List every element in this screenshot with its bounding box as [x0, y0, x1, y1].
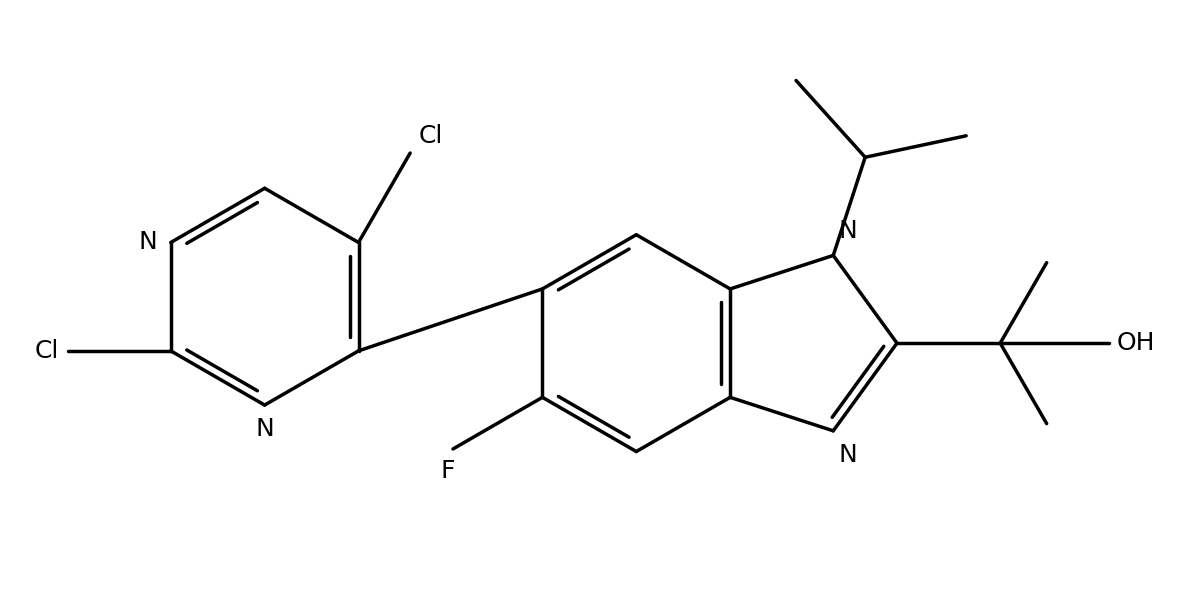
Text: N: N — [839, 443, 857, 467]
Text: N: N — [138, 230, 157, 254]
Text: Cl: Cl — [35, 339, 60, 363]
Text: Cl: Cl — [419, 124, 443, 148]
Text: N: N — [839, 219, 857, 243]
Text: N: N — [256, 418, 274, 441]
Text: OH: OH — [1117, 331, 1155, 355]
Text: F: F — [440, 459, 455, 483]
